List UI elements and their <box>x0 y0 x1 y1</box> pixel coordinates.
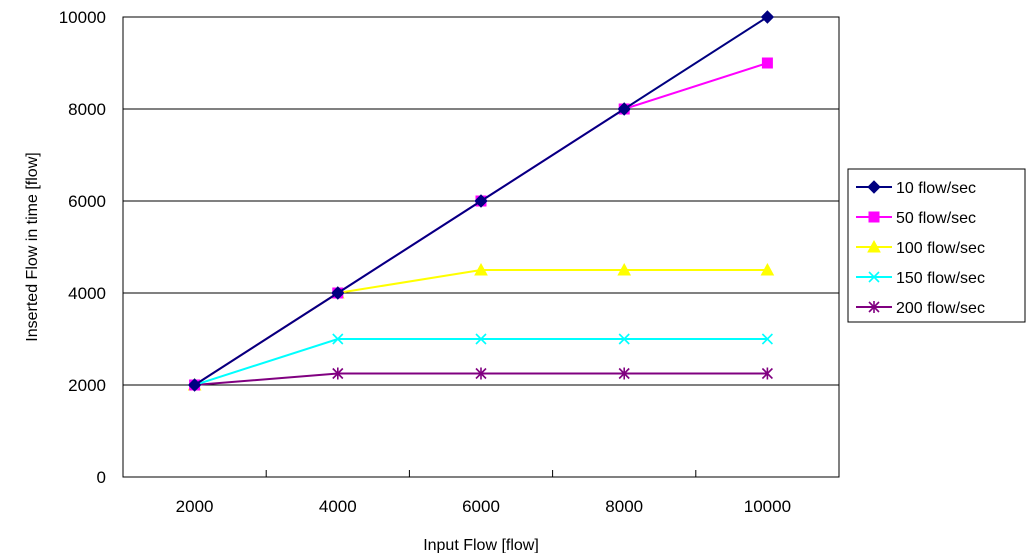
data-point-x <box>618 333 630 345</box>
legend-entry: 10 flow/sec <box>856 180 976 197</box>
legend-label: 10 flow/sec <box>896 180 976 197</box>
data-point-triangle <box>617 262 632 276</box>
data-point-x <box>868 271 880 283</box>
y-tick-label: 8000 <box>68 100 106 119</box>
x-axis-ticks <box>122 470 840 477</box>
series-group <box>187 10 775 392</box>
legend-entry: 50 flow/sec <box>856 210 976 227</box>
y-tick-label: 6000 <box>68 192 106 211</box>
data-point-star <box>868 301 880 313</box>
data-point-triangle <box>867 239 881 253</box>
y-tick-label: 4000 <box>68 284 106 303</box>
legend-entry: 150 flow/sec <box>856 270 985 287</box>
x-tick-label: 4000 <box>319 497 357 516</box>
data-point-diamond <box>187 378 202 392</box>
x-tick-label: 6000 <box>462 497 500 516</box>
y-axis-tick-labels: 0 2000 4000 6000 8000 10000 <box>59 8 106 487</box>
data-point-x <box>761 333 773 345</box>
data-point-square <box>868 211 880 223</box>
legend-label: 200 flow/sec <box>896 300 985 317</box>
series-10-flow-sec <box>187 10 775 392</box>
data-point-triangle <box>474 262 488 276</box>
x-tick-label: 8000 <box>605 497 643 516</box>
x-tick-label: 10000 <box>744 497 791 516</box>
data-point-diamond <box>760 10 775 24</box>
plot-area <box>122 16 840 478</box>
legend-entry: 200 flow/sec <box>856 300 985 317</box>
x-axis-title: Input Flow [flow] <box>423 537 539 553</box>
data-point-triangle <box>760 262 775 276</box>
y-axis-title: Inserted Flow in time [flow] <box>24 152 41 341</box>
data-point-diamond <box>474 194 488 208</box>
legend-label: 50 flow/sec <box>896 210 976 227</box>
legend-box <box>847 168 1026 323</box>
data-point-diamond <box>867 180 881 194</box>
data-point-x <box>475 333 487 345</box>
legend-label: 100 flow/sec <box>896 240 985 257</box>
data-point-x <box>332 333 344 345</box>
y-tick-label: 0 <box>97 468 106 487</box>
data-point-diamond <box>331 286 345 300</box>
data-point-diamond <box>617 102 631 116</box>
data-point-star <box>332 367 344 380</box>
data-point-square <box>761 57 773 69</box>
legend-entry: 100 flow/sec <box>856 239 985 257</box>
x-axis-tick-labels: 2000 4000 6000 8000 10000 <box>176 497 791 516</box>
data-point-star <box>475 367 487 380</box>
y-tick-label: 10000 <box>59 8 106 27</box>
y-tick-label: 2000 <box>68 376 106 395</box>
data-point-star <box>618 367 630 380</box>
x-tick-label: 2000 <box>176 497 214 516</box>
data-point-star <box>761 367 773 380</box>
legend-label: 150 flow/sec <box>896 270 985 287</box>
legend: 10 flow/sec 50 flow/sec 100 flow/sec 150 fl… <box>847 168 1026 323</box>
